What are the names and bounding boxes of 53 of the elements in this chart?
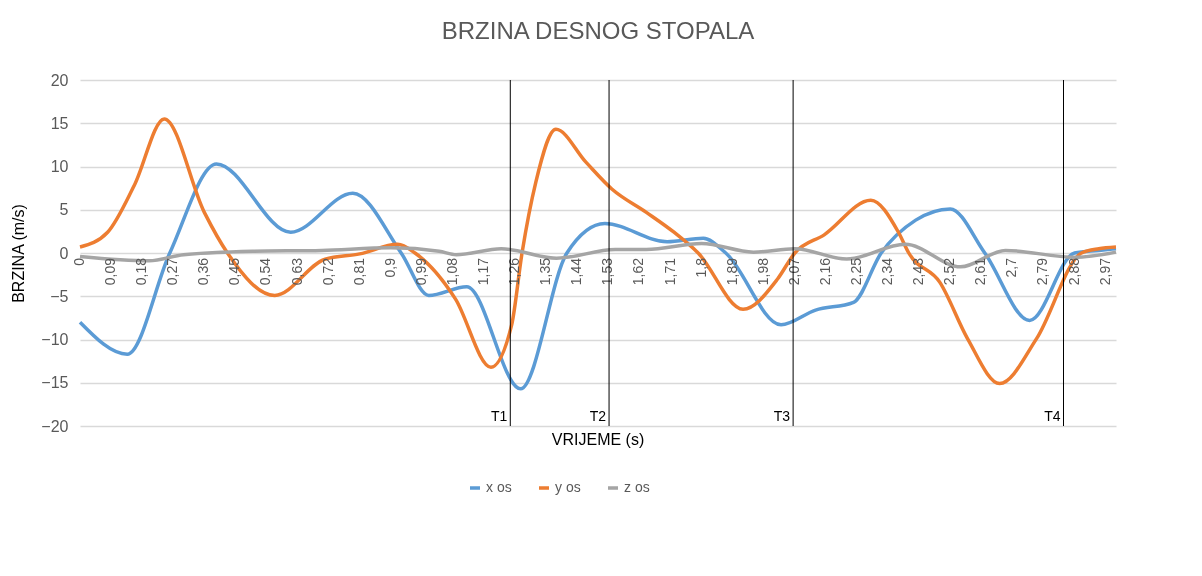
y-tick-label: −20 [41,417,69,435]
x-tick-label: 2,25 [848,257,864,286]
x-tick-label: 2,79 [1034,257,1051,286]
legend-label: y os [555,479,581,495]
x-tick-label: 1,08 [443,257,460,286]
x-tick-label: 1,98 [754,257,771,286]
y-tick-label: −15 [41,374,69,392]
ref-line-label: T4 [1044,408,1061,424]
x-tick-label: 2,61 [972,257,989,286]
x-tick-label: 1,17 [475,257,492,286]
x-tick-label: 1,35 [537,257,554,286]
x-tick-label: 0,72 [319,257,336,286]
ref-line-label: T3 [773,408,791,424]
y-tick-label: 10 [50,158,69,175]
legend-label: x os [486,479,512,495]
x-tick-label: 2,97 [1096,257,1113,286]
y-tick-label: −5 [50,287,69,305]
x-tick-label: 0,54 [257,257,274,286]
x-tick-label: 2,52 [941,257,958,286]
x-tick-label: 2,16 [816,257,833,286]
x-tick-label: 0,45 [226,257,243,286]
x-tick-label: 0,18 [133,257,150,286]
ref-line-label: T2 [589,408,607,424]
x-tick-label: 0 [71,257,87,266]
x-tick-label: 2,7 [1003,257,1020,278]
y-tick-label: −10 [41,331,69,348]
x-tick-label: 0,99 [412,257,429,286]
x-tick-label: 2,88 [1065,257,1082,286]
x-tick-label: 0,9 [381,257,398,278]
x-tick-label: 0,27 [164,257,181,286]
x-tick-label: 1,44 [568,257,585,286]
y-axis-title: BRZINA (m/s) [10,204,28,303]
x-tick-label: 1,26 [506,257,523,286]
x-tick-label: 1,53 [599,257,616,286]
x-tick-label: 2,43 [910,257,927,286]
ref-line-label: T1 [490,408,508,424]
x-tick-label: 1,89 [723,257,740,286]
y-tick-label: 15 [50,114,69,132]
y-tick-label: 0 [59,244,69,262]
x-tick-label: 2,07 [785,257,802,286]
x-tick-label: 1,71 [661,257,678,286]
x-tick-label: 0,81 [350,257,367,286]
legend-label: z os [624,479,650,495]
y-tick-label: 20 [50,71,69,89]
x-tick-label: 0,36 [195,257,212,286]
x-tick-label: 2,34 [879,257,896,286]
x-tick-label: 0,63 [288,257,305,286]
x-tick-label: 1,8 [692,257,709,278]
y-tick-label: 5 [59,201,69,219]
x-axis-title: VRIJEME (s) [551,431,645,448]
x-tick-label: 1,62 [630,257,647,286]
x-tick-label: 0,09 [102,257,119,286]
chart-title: BRZINA DESNOG STOPALA [441,17,755,44]
